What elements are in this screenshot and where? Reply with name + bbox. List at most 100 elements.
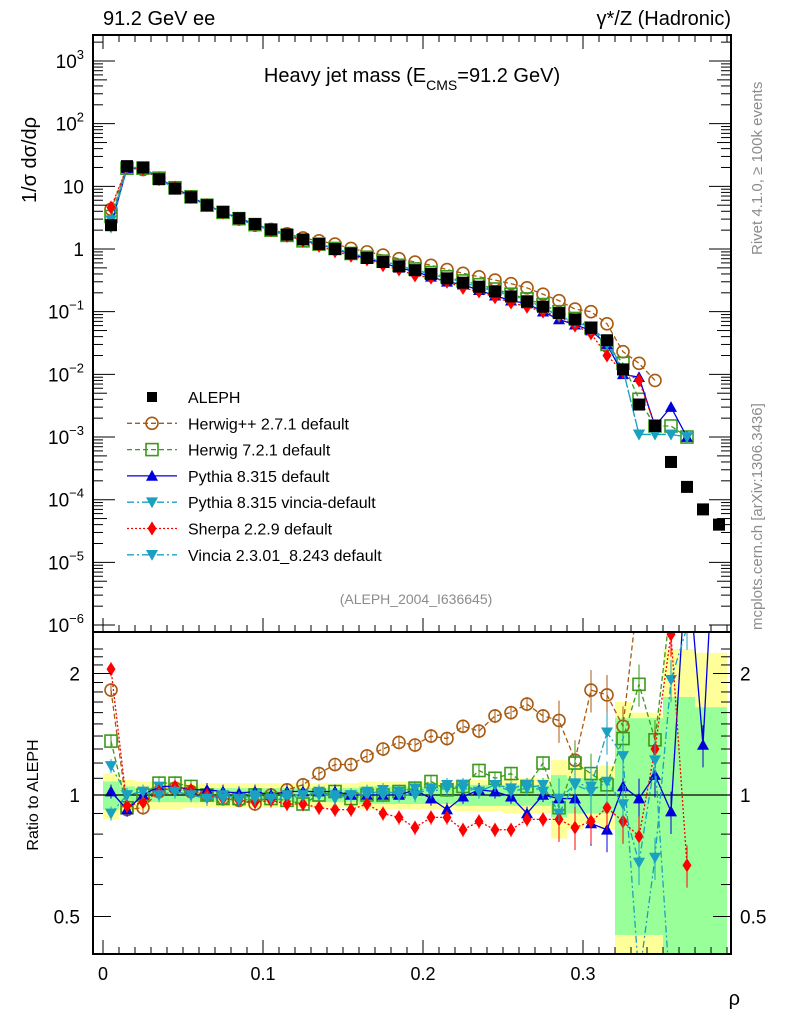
legend-label: Vincia 2.3.01_8.243 default [188,548,382,565]
ratio-point-vincia [329,793,341,805]
data-point-herwigpp [648,373,662,388]
legend-item-sherpa: Sherpa 2.2.9 default [127,521,333,539]
ratio-y-tick-label: 0.5 [54,908,80,929]
ratio-point-sherpa [682,858,692,873]
data-point-ALEPH [153,173,165,186]
legend-label: Pythia 8.315 default [188,469,330,486]
ratio-point-sherpa [346,802,356,817]
data-point-herwigpp [552,293,566,308]
data-point-ALEPH [601,334,613,347]
ratio-point-vincia [425,786,437,798]
plot-title: Heavy jet mass (ECMS=91.2 GeV) [264,65,560,93]
ratio-point-vincia [521,779,533,791]
ratio-point-sherpa [666,632,676,642]
ratio-point-sherpa [426,810,436,825]
ratio-point-vincia [409,783,421,795]
ratio-point-herwig7 [536,756,550,770]
ratio-point-sherpa [442,810,452,825]
ratio-point-sherpa [474,814,484,829]
legend-label: ALEPH [188,390,240,407]
ratio-point-herwigpp [376,742,390,756]
analysis-id-annotation: (ALEPH_2004_I636645) [340,591,493,607]
legend: ALEPH Herwig++ 2.7.1 default Herwig 7.2.1 … [127,390,382,565]
ratio-y-tick-label-right: 0.5 [740,908,766,929]
ratio-point-vincia [249,793,261,805]
ratio-point-herwigpp [584,683,598,697]
legend-item-pythia_vincia: Pythia 8.315 vincia-default [127,495,376,512]
data-point-ALEPH [393,260,405,273]
plot-title-main: Heavy jet mass (E [264,65,426,87]
ratio-point-herwigpp [552,713,566,728]
ratio-series-vincia [105,740,669,954]
data-point-ALEPH [441,272,453,285]
legend-label: Sherpa 2.2.9 default [188,522,333,539]
data-point-ALEPH [329,243,341,256]
ratio-point-vincia [297,790,309,801]
ratio-point-sherpa [106,662,116,677]
data-point-ALEPH [249,218,261,231]
uncertainty-band-inner [679,696,695,954]
ratio-point-vincia [601,776,613,788]
ratio-point-herwigpp [408,738,422,752]
data-point-herwigpp [504,276,518,291]
ratio-point-vincia [489,779,501,791]
series-ALEPH [105,160,725,531]
ratio-point-herwigpp [472,724,486,738]
data-point-pythia [665,401,677,412]
data-point-ALEPH [233,212,245,225]
ratio-point-herwigpp [440,731,454,746]
ratio-point-vincia [377,790,389,801]
ratio-point-vincia [169,786,181,798]
mcplots-label: mcplots.cern.ch [arXiv:1306.3436] [749,403,766,630]
ratio-point-sherpa [490,822,500,837]
y-tick-label: 10−3 [48,423,84,449]
ratio-point-pythia [633,792,645,804]
x-tick-label: 0.1 [250,964,275,984]
ratio-point-herwigpp [600,688,614,702]
ratio-point-vincia [617,799,629,810]
data-point-ALEPH [281,228,293,241]
legend-item-vincia: Vincia 2.3.01_8.243 default [127,548,382,565]
ratio-point-vincia [537,786,549,798]
data-point-ALEPH [697,503,709,516]
header-left-label: 91.2 GeV ee [103,8,215,30]
legend-item-ALEPH: ALEPH [147,390,240,407]
ratio-series-herwigpp [104,632,635,817]
ratio-point-sherpa [522,812,532,827]
main-y-axis-label: 1/σ dσ/dρ [19,117,41,203]
x-tick-label: 0 [98,964,108,984]
series-line-sherpa [110,166,656,427]
legend-marker-pythia [146,469,158,481]
ratio-point-sherpa [282,796,292,811]
data-point-ALEPH [473,280,485,293]
legend-item-herwigpp: Herwig++ 2.7.1 default [127,416,350,433]
legend-label: Herwig++ 2.7.1 default [188,416,350,433]
data-point-herwigpp [600,317,614,331]
ratio-point-vincia [457,779,469,791]
uncertainty-band-inner [695,707,711,954]
ratio-point-herwigpp [312,766,326,781]
ratio-point-pythia [697,739,709,750]
data-point-ALEPH [617,363,629,376]
ratio-point-vincia [217,793,229,805]
ratio-point-vincia [265,793,277,805]
uncertainty-band-inner [647,718,663,935]
ratio-point-sherpa [634,829,644,844]
data-point-ALEPH [409,264,421,277]
data-point-ALEPH [265,223,277,236]
x-axis-label: ρ [729,988,740,1010]
legend-item-pythia: Pythia 8.315 default [127,469,330,486]
ratio-y-tick-label: 2 [69,665,80,686]
legend-label: Pythia 8.315 vincia-default [188,495,376,512]
ratio-point-sherpa [538,812,548,827]
data-point-ALEPH [185,191,197,204]
ratio-point-sherpa [298,796,308,811]
ratio-point-herwig7 [104,734,118,748]
ratio-point-sherpa [586,814,596,829]
data-point-ALEPH [137,161,149,174]
ratio-point-sherpa [506,822,516,837]
ratio-point-vincia [585,786,597,798]
data-point-ALEPH [121,160,133,173]
header-right-label: γ*/Z (Hadronic) [597,8,731,30]
legend-marker-sherpa [147,521,157,536]
